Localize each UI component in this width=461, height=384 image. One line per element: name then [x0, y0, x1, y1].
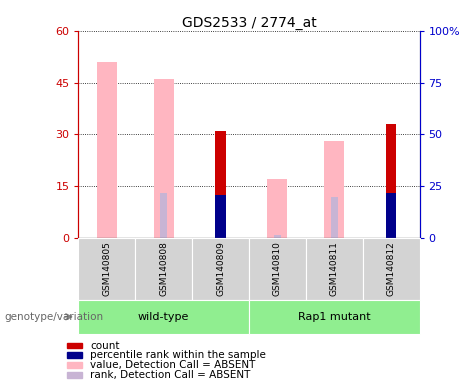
Text: GSM140805: GSM140805: [102, 241, 111, 296]
Bar: [386, 193, 396, 238]
Bar: [67, 343, 83, 349]
Bar: [249, 238, 306, 300]
Bar: [331, 197, 337, 238]
Bar: [388, 197, 395, 238]
Bar: [78, 300, 249, 334]
Text: GSM140810: GSM140810: [273, 241, 282, 296]
Bar: [192, 238, 249, 300]
Title: GDS2533 / 2774_at: GDS2533 / 2774_at: [182, 16, 316, 30]
Bar: [267, 179, 287, 238]
Bar: [386, 124, 396, 238]
Text: GSM140811: GSM140811: [330, 241, 339, 296]
Bar: [215, 131, 225, 238]
Bar: [249, 300, 420, 334]
Text: wild-type: wild-type: [138, 312, 189, 322]
Bar: [363, 238, 420, 300]
Bar: [67, 362, 83, 368]
Bar: [78, 238, 135, 300]
Text: Rap1 mutant: Rap1 mutant: [298, 312, 371, 322]
Bar: [306, 238, 363, 300]
Text: count: count: [90, 341, 120, 351]
Text: genotype/variation: genotype/variation: [5, 312, 104, 322]
Bar: [217, 197, 224, 238]
Bar: [215, 195, 225, 238]
Bar: [97, 62, 117, 238]
Text: GSM140809: GSM140809: [216, 241, 225, 296]
Bar: [274, 235, 281, 238]
Bar: [67, 353, 83, 358]
Text: GSM140808: GSM140808: [159, 241, 168, 296]
Text: percentile rank within the sample: percentile rank within the sample: [90, 350, 266, 360]
Bar: [324, 141, 344, 238]
Bar: [154, 79, 174, 238]
Text: GSM140812: GSM140812: [387, 241, 396, 296]
Bar: [67, 372, 83, 378]
Text: rank, Detection Call = ABSENT: rank, Detection Call = ABSENT: [90, 370, 250, 380]
Bar: [160, 193, 167, 238]
Text: value, Detection Call = ABSENT: value, Detection Call = ABSENT: [90, 360, 255, 370]
Bar: [135, 238, 192, 300]
